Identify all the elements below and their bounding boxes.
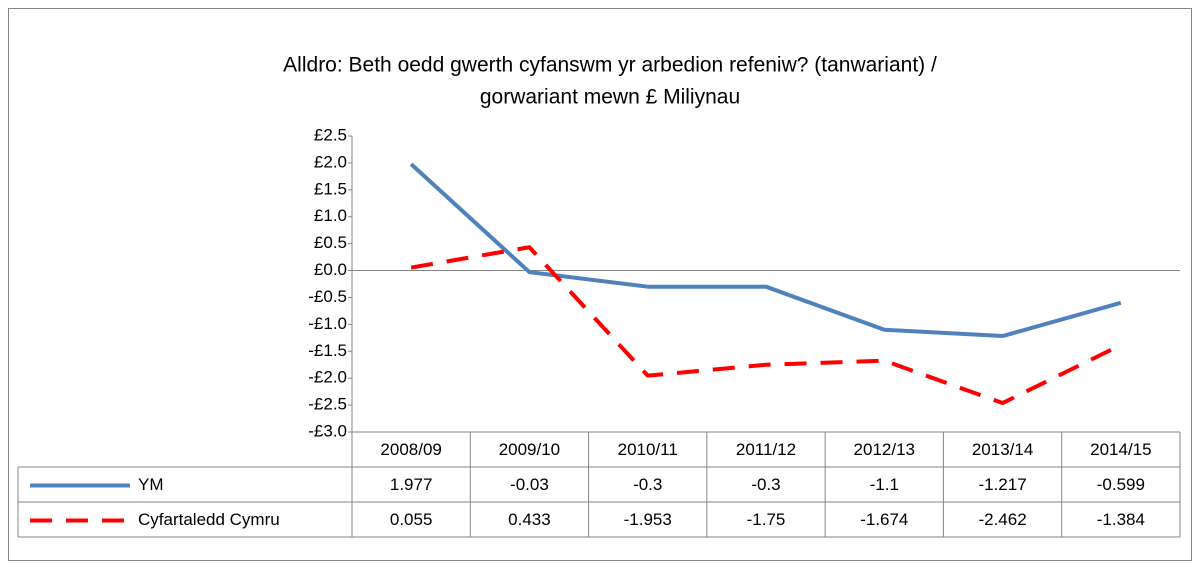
y-tick-label: £0.0 bbox=[314, 260, 347, 279]
y-tick-label: -£2.5 bbox=[308, 395, 347, 414]
table-value: -1.75 bbox=[747, 510, 786, 529]
chart-title: gorwariant mewn £ Miliynau bbox=[480, 86, 740, 109]
legend-label: YM bbox=[138, 475, 164, 494]
x-tick-label: 2010/11 bbox=[618, 440, 678, 459]
y-tick-label: £1.0 bbox=[314, 206, 347, 225]
table-value: -0.599 bbox=[1097, 475, 1145, 494]
table-value: -0.3 bbox=[633, 475, 662, 494]
x-tick-label: 2008/09 bbox=[380, 440, 441, 459]
x-tick-label: 2012/13 bbox=[854, 440, 915, 459]
y-tick-label: -£0.5 bbox=[308, 287, 347, 306]
y-tick-label: £2.5 bbox=[314, 125, 347, 144]
x-tick-label: 2011/12 bbox=[736, 440, 796, 459]
chart-title: Alldro: Beth oedd gwerth cyfanswm yr arb… bbox=[283, 54, 937, 77]
table-value: 0.433 bbox=[508, 510, 551, 529]
x-tick-label: 2013/14 bbox=[972, 440, 1033, 459]
table-value: -1.384 bbox=[1097, 510, 1145, 529]
table-value: -1.953 bbox=[624, 510, 672, 529]
table-value: -1.217 bbox=[978, 475, 1026, 494]
table-value: 0.055 bbox=[390, 510, 433, 529]
table-value: 1.977 bbox=[390, 475, 433, 494]
y-tick-label: £0.5 bbox=[314, 233, 347, 252]
x-tick-label: 2014/15 bbox=[1090, 440, 1151, 459]
y-tick-label: -£1.0 bbox=[308, 314, 347, 333]
legend-label: Cyfartaledd Cymru bbox=[138, 510, 280, 529]
chart-border bbox=[8, 8, 1192, 561]
y-tick-label: -£1.5 bbox=[308, 341, 347, 360]
y-tick-label: -£2.0 bbox=[308, 368, 347, 387]
y-tick-label: £2.0 bbox=[314, 152, 347, 171]
x-tick-label: 2009/10 bbox=[499, 440, 560, 459]
series-line bbox=[409, 162, 1122, 339]
table-value: -0.3 bbox=[751, 475, 780, 494]
y-tick-label: -£3.0 bbox=[308, 421, 347, 440]
table-value: -0.03 bbox=[510, 475, 549, 494]
table-value: -2.462 bbox=[978, 510, 1026, 529]
table-value: -1.674 bbox=[860, 510, 908, 529]
table-value: -1.1 bbox=[870, 475, 899, 494]
series-line bbox=[410, 245, 1122, 406]
y-tick-label: £1.5 bbox=[314, 179, 347, 198]
